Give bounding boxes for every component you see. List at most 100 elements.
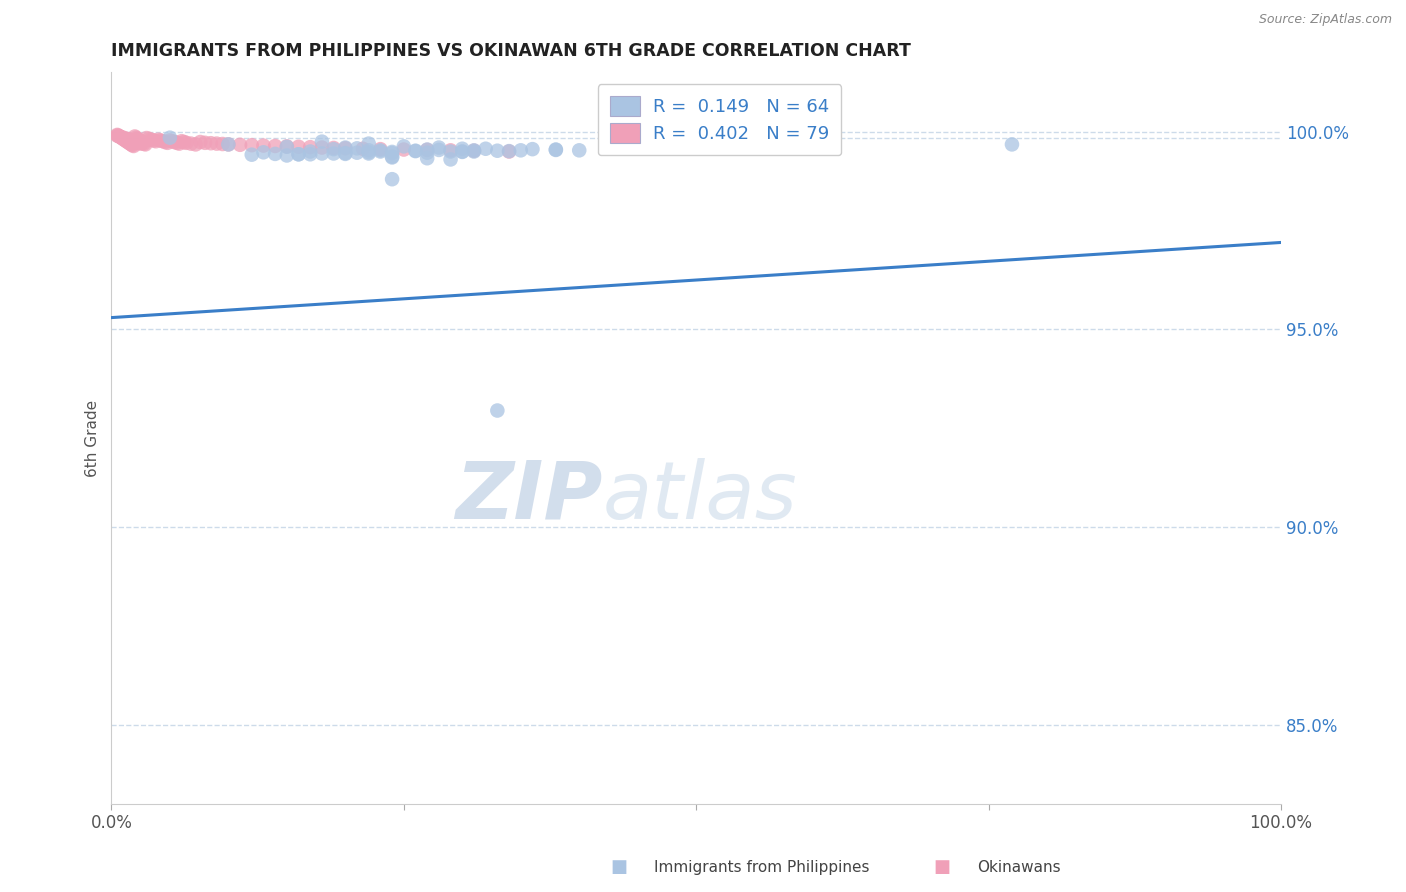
- Point: [115, 134, 138, 148]
- Point: [141, 133, 163, 147]
- Point: [122, 134, 145, 148]
- Point: [110, 130, 132, 145]
- Point: [755, 136, 778, 151]
- Point: [155, 135, 177, 149]
- Point: [252, 138, 274, 153]
- Point: [120, 136, 142, 151]
- Point: [217, 137, 239, 152]
- Point: [120, 137, 142, 152]
- Point: [108, 129, 131, 144]
- Point: [474, 142, 496, 156]
- Point: [173, 135, 195, 149]
- Point: [392, 139, 415, 153]
- Point: [184, 137, 207, 152]
- Point: [357, 146, 380, 161]
- Point: [240, 147, 263, 161]
- Point: [145, 134, 167, 148]
- Point: [276, 148, 298, 162]
- Point: [463, 144, 485, 158]
- Point: [240, 138, 263, 153]
- Point: [264, 139, 287, 153]
- Point: [720, 137, 742, 152]
- Point: [112, 133, 135, 147]
- Point: [439, 145, 461, 159]
- Point: [252, 145, 274, 160]
- Point: [427, 140, 450, 154]
- Point: [381, 151, 404, 165]
- Text: ■: ■: [934, 858, 950, 876]
- Point: [638, 140, 661, 154]
- Point: [159, 133, 181, 147]
- Point: [142, 133, 165, 147]
- Point: [105, 128, 128, 143]
- Point: [287, 147, 309, 161]
- Point: [170, 134, 193, 148]
- Point: [498, 144, 520, 158]
- Point: [127, 136, 149, 150]
- Point: [346, 141, 368, 155]
- Point: [229, 137, 252, 152]
- Point: [486, 403, 509, 417]
- Point: [544, 143, 567, 157]
- Point: [416, 143, 439, 157]
- Point: [416, 151, 439, 165]
- Point: [121, 138, 143, 153]
- Point: [486, 144, 509, 158]
- Point: [522, 142, 544, 156]
- Point: [111, 130, 134, 145]
- Point: [114, 133, 136, 147]
- Point: [211, 136, 233, 151]
- Point: [148, 133, 170, 147]
- Point: [287, 140, 309, 154]
- Point: [129, 136, 152, 151]
- Point: [194, 136, 217, 150]
- Point: [370, 142, 392, 156]
- Point: [138, 132, 160, 146]
- Point: [357, 136, 380, 151]
- Point: [405, 144, 427, 158]
- Point: [381, 150, 404, 164]
- Point: [180, 136, 202, 151]
- Point: [346, 145, 368, 160]
- Point: [159, 130, 181, 145]
- Point: [134, 136, 156, 151]
- Point: [217, 137, 239, 152]
- Point: [357, 144, 380, 158]
- Text: Source: ZipAtlas.com: Source: ZipAtlas.com: [1258, 13, 1392, 27]
- Point: [744, 137, 766, 152]
- Point: [416, 145, 439, 160]
- Point: [335, 141, 357, 155]
- Point: [122, 139, 145, 153]
- Point: [107, 128, 129, 143]
- Text: Okinawans: Okinawans: [977, 860, 1060, 874]
- Point: [650, 140, 672, 154]
- Point: [463, 145, 485, 159]
- Point: [322, 146, 344, 161]
- Point: [188, 135, 211, 149]
- Point: [335, 147, 357, 161]
- Point: [392, 143, 415, 157]
- Point: [311, 146, 333, 161]
- Point: [335, 140, 357, 154]
- Point: [405, 144, 427, 158]
- Point: [451, 142, 474, 156]
- Point: [427, 143, 450, 157]
- Text: atlas: atlas: [603, 458, 797, 536]
- Point: [370, 144, 392, 158]
- Point: [299, 147, 322, 161]
- Point: [498, 145, 520, 159]
- Text: ■: ■: [610, 858, 627, 876]
- Point: [299, 140, 322, 154]
- Point: [125, 130, 148, 145]
- Point: [696, 138, 718, 153]
- Point: [131, 135, 153, 149]
- Point: [451, 145, 474, 159]
- Point: [311, 140, 333, 154]
- Point: [381, 146, 404, 161]
- Legend: R =  0.149   N = 64, R =  0.402   N = 79: R = 0.149 N = 64, R = 0.402 N = 79: [598, 85, 841, 155]
- Point: [335, 146, 357, 161]
- Point: [685, 139, 707, 153]
- Point: [111, 131, 134, 145]
- Point: [287, 147, 309, 161]
- Point: [108, 129, 131, 144]
